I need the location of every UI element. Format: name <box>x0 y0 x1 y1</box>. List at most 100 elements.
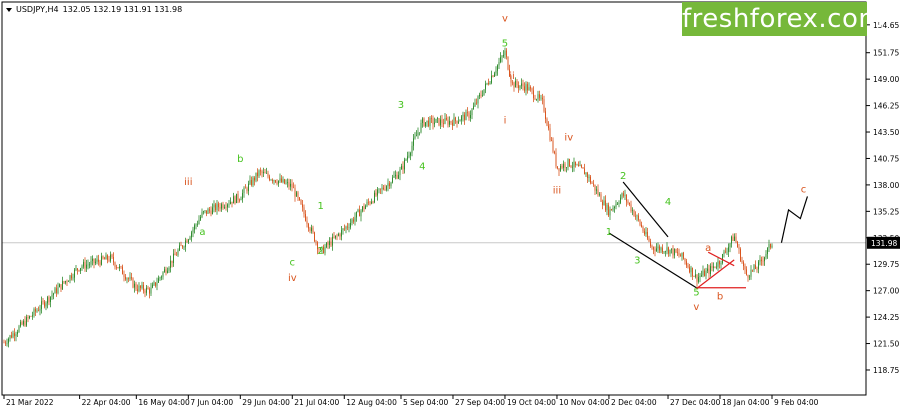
candle-body <box>480 94 482 96</box>
candle-body <box>420 122 422 133</box>
wave-label: iv <box>564 133 573 144</box>
candle-body <box>44 301 45 307</box>
candle-body <box>242 193 243 200</box>
candle-body <box>98 259 99 262</box>
candle-body <box>171 260 173 263</box>
candle-body <box>302 204 303 208</box>
candle-body <box>576 164 578 166</box>
candle-body <box>185 240 186 247</box>
candle-body <box>621 193 623 198</box>
candle-body <box>21 322 23 325</box>
candle-body <box>683 252 684 259</box>
candle-body <box>24 321 26 326</box>
candle-body <box>233 196 234 204</box>
candle-body <box>477 96 479 104</box>
candle-body <box>540 97 542 99</box>
candle-body <box>534 98 536 100</box>
candle-body <box>623 193 624 196</box>
candle-body <box>128 278 129 280</box>
candle-body <box>384 189 386 190</box>
candle-body <box>339 234 341 237</box>
candle-body <box>741 260 743 263</box>
candle-body <box>590 176 591 183</box>
candle-body <box>8 338 9 344</box>
brand-banner[interactable]: freshforex.com <box>682 2 885 36</box>
candle-body <box>204 210 206 212</box>
x-tick-label: 27 Dec 04:00 <box>670 398 721 407</box>
collapse-triangle-icon[interactable] <box>6 8 12 12</box>
candle-body <box>458 121 459 124</box>
candle-body <box>227 204 228 208</box>
candle-body <box>528 87 530 91</box>
candle-body <box>749 276 750 278</box>
candle-body <box>368 201 369 203</box>
candle-body <box>108 259 110 261</box>
candle-body <box>342 228 344 231</box>
candle-body <box>443 123 444 124</box>
y-tick-label: 124.25 <box>873 313 899 322</box>
candle-body <box>431 118 432 119</box>
candle-body <box>761 259 762 261</box>
wave-label: v <box>693 302 699 313</box>
candle-body <box>53 293 54 296</box>
candle-body <box>174 253 176 256</box>
candle-body <box>455 117 456 121</box>
candle-body <box>665 251 666 252</box>
candle-body <box>63 281 65 283</box>
candle-body <box>426 120 428 123</box>
x-tick-label: 10 Nov 04:00 <box>559 398 610 407</box>
candle-body <box>714 266 716 268</box>
candle-body <box>465 111 467 121</box>
candle-body <box>720 263 722 265</box>
candle-body <box>581 165 582 168</box>
candle-body <box>723 251 725 255</box>
candle-body <box>258 170 260 177</box>
candle-body <box>569 159 570 166</box>
candle-body <box>81 266 83 269</box>
candle-body <box>104 258 105 260</box>
candle-body <box>696 274 698 282</box>
candle-body <box>410 153 411 156</box>
candle-body <box>50 296 51 303</box>
candle-body <box>468 112 470 119</box>
y-tick-label: 138.00 <box>873 181 899 190</box>
candle-body <box>162 272 164 277</box>
candle-body <box>345 226 347 229</box>
candle-body <box>270 179 272 181</box>
candle-body <box>96 259 98 262</box>
candle-body <box>737 241 738 248</box>
candle-body <box>702 270 704 276</box>
candle-body <box>446 118 447 120</box>
candle-body <box>198 219 200 224</box>
candle-body <box>221 204 222 209</box>
candle-body <box>297 192 299 198</box>
candle-body <box>189 237 191 240</box>
candle-body <box>750 269 752 277</box>
y-tick-label: 127.00 <box>873 287 899 296</box>
candle-body <box>422 118 423 123</box>
candle-body <box>672 248 674 256</box>
candle-body <box>471 109 473 116</box>
candle-body <box>249 180 251 184</box>
candle-body <box>588 176 590 179</box>
candle-body <box>365 205 366 209</box>
candle-body <box>512 82 513 84</box>
candle-body <box>353 219 354 222</box>
y-tick-label: 135.25 <box>873 207 899 216</box>
candle-body <box>278 180 279 184</box>
candle-body <box>119 266 120 269</box>
candle-body <box>335 235 336 238</box>
candle-body <box>218 203 219 208</box>
candle-body <box>93 258 95 264</box>
candle-body <box>377 189 378 196</box>
candle-body <box>492 75 494 77</box>
wave-label: 2 <box>620 171 626 182</box>
candle-body <box>705 270 707 277</box>
candle-body <box>57 287 59 294</box>
candle-body <box>140 285 141 288</box>
candle-body <box>197 223 198 225</box>
candle-body <box>153 282 155 285</box>
candle-body <box>179 245 180 251</box>
candle-body <box>518 85 519 88</box>
